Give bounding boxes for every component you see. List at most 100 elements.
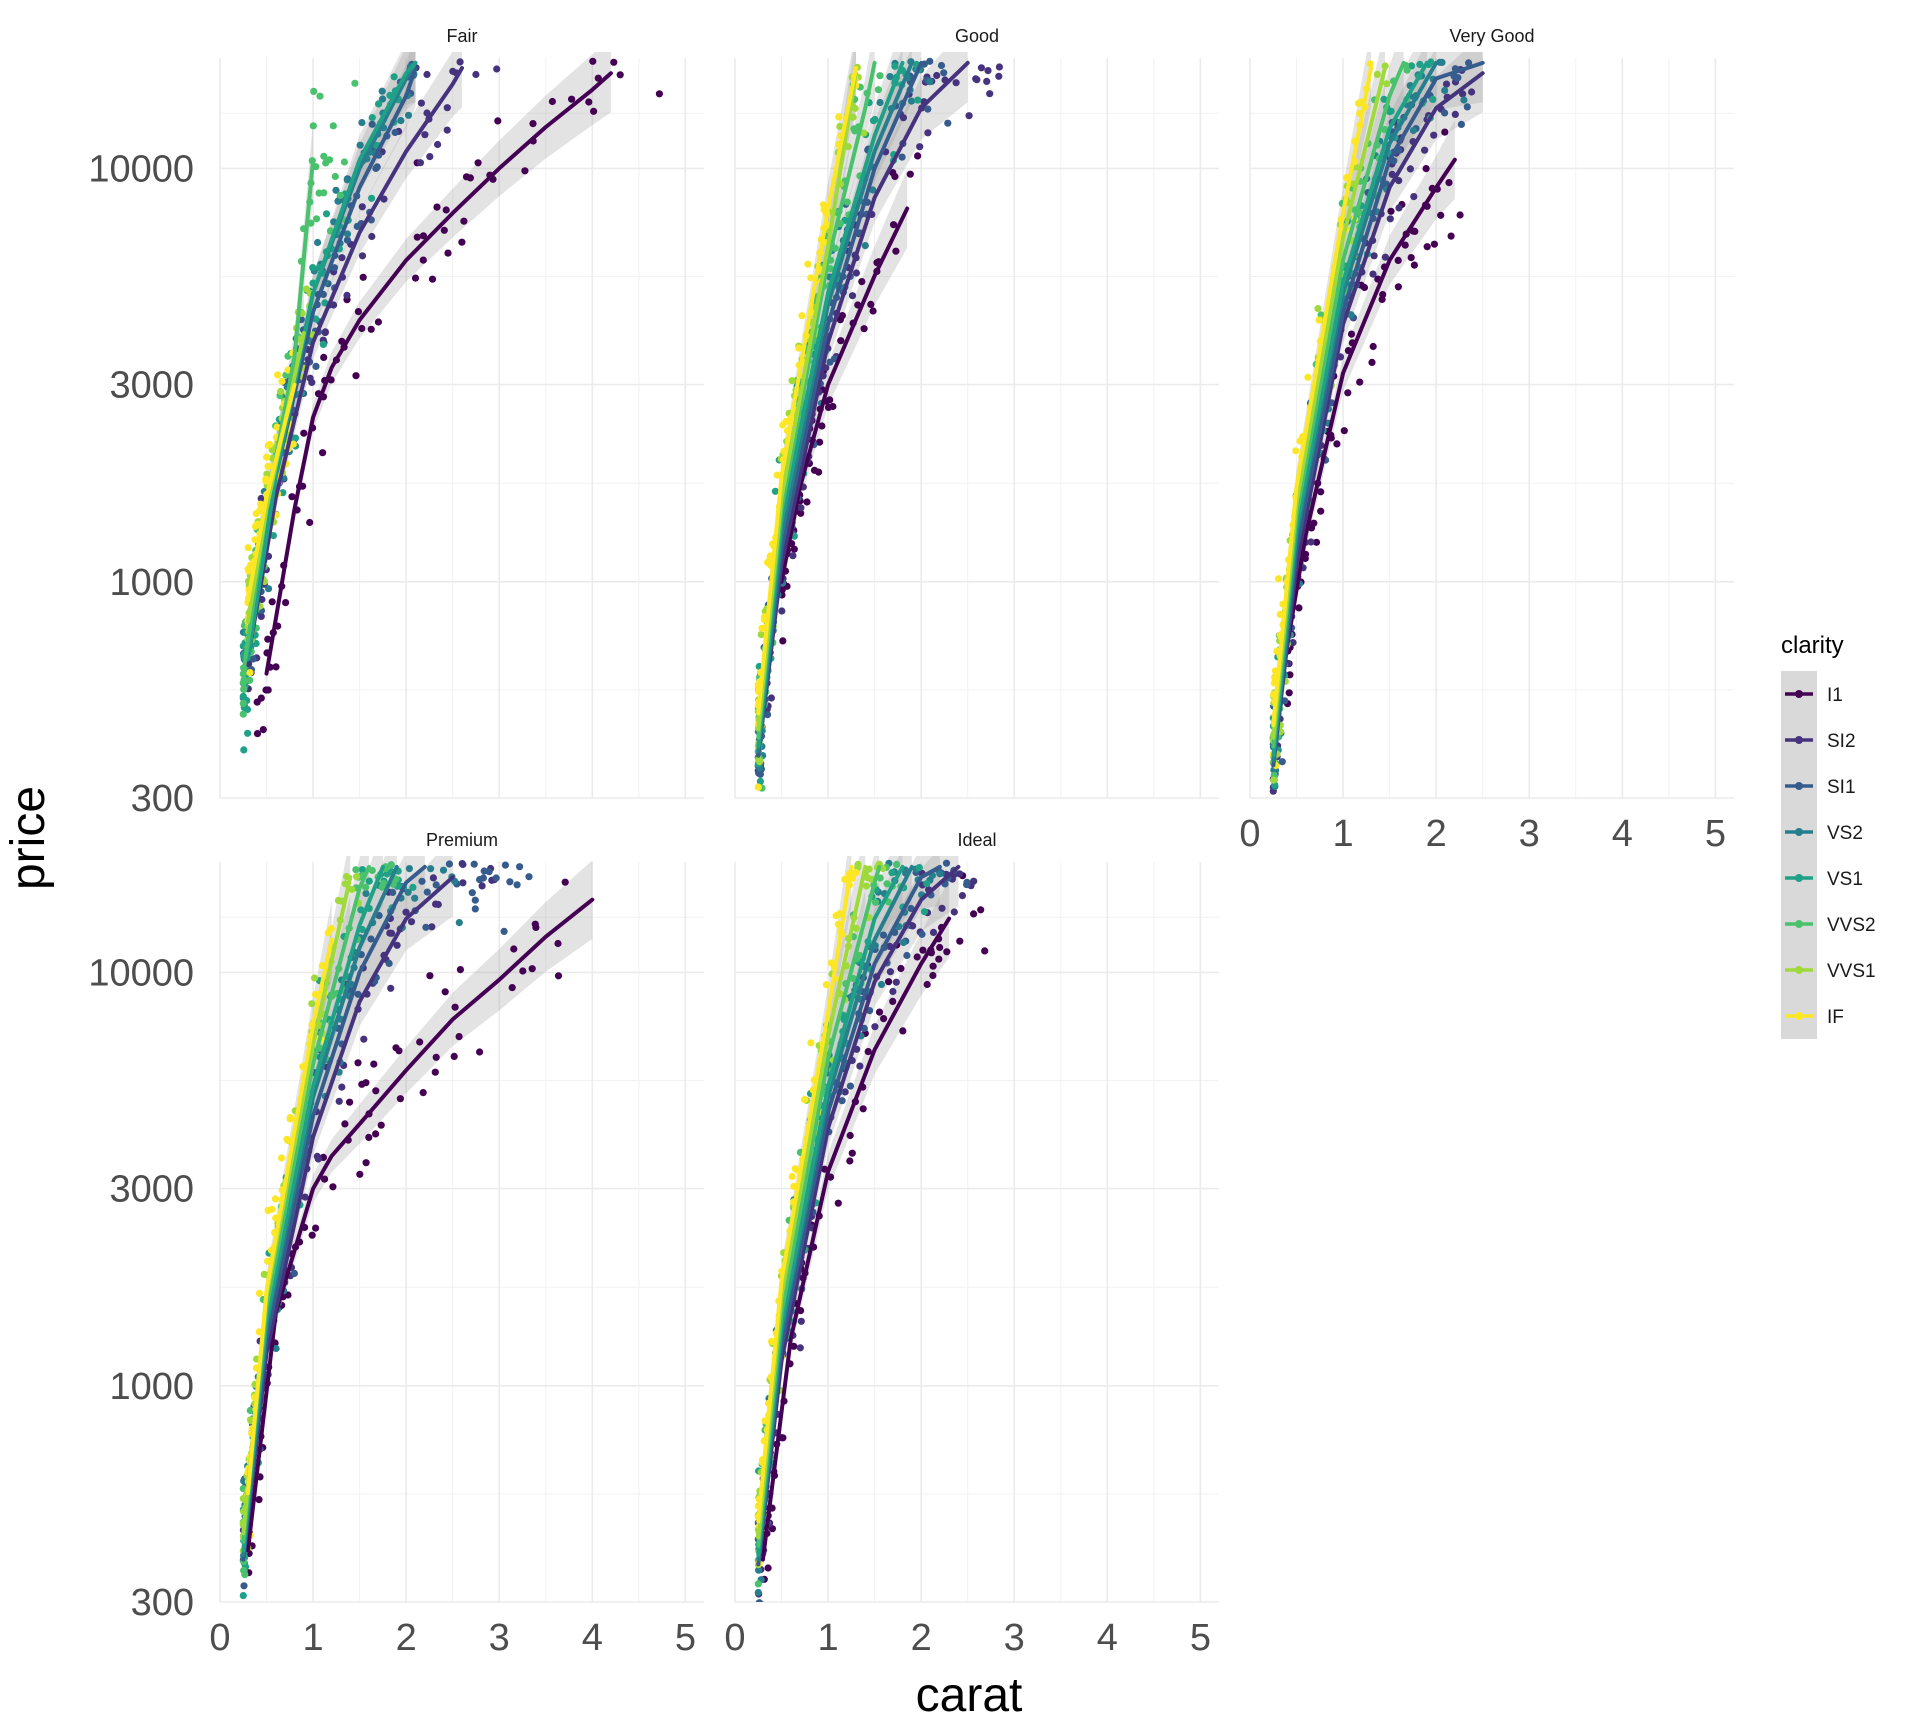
- data-point-i1: [818, 422, 826, 430]
- data-point-i1: [834, 1199, 842, 1207]
- data-point-si2: [387, 929, 396, 937]
- data-point-i1: [914, 152, 922, 160]
- data-point-i1: [444, 249, 452, 257]
- data-point-si2: [380, 195, 388, 203]
- data-point-i1: [257, 694, 265, 702]
- data-point-si2: [423, 70, 431, 79]
- data-point-si1: [924, 105, 932, 113]
- trend-line-if: [1271, 66, 1373, 728]
- data-point-i1: [320, 353, 328, 361]
- data-point-vs2: [272, 1344, 280, 1353]
- legend-item-if: IF: [1785, 1007, 1844, 1028]
- data-point-vs1: [871, 115, 879, 124]
- confidence-band-vvs2: [243, 856, 369, 1552]
- data-point-vs1: [239, 692, 247, 700]
- data-point-vvs2: [871, 898, 880, 906]
- x-tick-label: 3: [489, 1617, 510, 1659]
- data-point-if: [264, 441, 272, 449]
- data-point-vs1: [244, 729, 252, 737]
- data-point-si1: [471, 896, 479, 904]
- data-point-vs1: [375, 100, 383, 108]
- data-point-vvs2: [336, 191, 344, 199]
- data-point-vs2: [405, 865, 413, 873]
- data-point-vs2: [886, 73, 894, 81]
- y-axis-title: price: [2, 786, 55, 890]
- data-point-i1: [272, 663, 280, 671]
- x-tick-label: 0: [1239, 813, 1260, 855]
- data-point-si2: [986, 90, 994, 98]
- data-point-i1: [790, 545, 798, 553]
- data-point-i1: [450, 1052, 458, 1060]
- data-point-i1: [977, 906, 985, 914]
- data-point-if: [1274, 575, 1283, 583]
- data-point-vs1: [240, 746, 248, 754]
- data-point-i1: [1387, 207, 1395, 215]
- trend-line-if: [245, 937, 334, 1496]
- data-point-si2: [916, 143, 924, 151]
- data-point-i1: [1356, 378, 1364, 386]
- data-point-if: [277, 1154, 286, 1162]
- data-point-si2: [335, 1097, 343, 1105]
- legend-label: VVS2: [1827, 915, 1876, 936]
- data-point-si2: [443, 104, 451, 112]
- x-tick-label: 2: [911, 1617, 932, 1659]
- data-point-i1: [1285, 689, 1293, 697]
- data-point-i1: [655, 90, 664, 98]
- data-point-si2: [343, 291, 351, 299]
- data-point-vs1: [321, 299, 329, 307]
- data-point-i1: [419, 1089, 427, 1097]
- data-point-if: [273, 423, 281, 431]
- data-point-si1: [445, 860, 453, 868]
- data-point-si2: [1459, 90, 1467, 98]
- data-point-i1: [1344, 389, 1352, 397]
- data-point-si2: [1307, 538, 1315, 546]
- data-point-si2: [929, 928, 938, 937]
- legend: clarity I1 SI2 SI1 VS2 VS1 VVS2 VVS1 IF: [1781, 632, 1876, 1039]
- trend-line-vs1: [245, 60, 418, 662]
- data-point-si2: [973, 76, 981, 84]
- data-point-i1: [899, 1027, 907, 1035]
- data-point-si1: [1441, 109, 1449, 117]
- data-point-si2: [417, 99, 425, 107]
- data-point-si1: [373, 163, 381, 171]
- data-point-si2: [852, 269, 861, 277]
- data-point-i1: [616, 71, 624, 79]
- data-point-if: [807, 274, 815, 282]
- x-tick-label: 4: [1612, 813, 1633, 855]
- data-point-vs2: [876, 98, 884, 107]
- facet-strip-label: Ideal: [957, 830, 996, 850]
- data-point-vvs2: [326, 156, 334, 164]
- data-point-i1: [846, 1157, 854, 1165]
- data-point-vvs1: [849, 113, 857, 121]
- data-point-si1: [1463, 103, 1471, 111]
- data-point-si1: [470, 860, 478, 868]
- data-point-si2: [796, 1344, 804, 1352]
- legend-item-i1: I1: [1785, 685, 1843, 706]
- data-point-vs2: [877, 980, 886, 989]
- data-point-i1: [365, 1133, 373, 1141]
- data-point-i1: [936, 943, 944, 952]
- data-point-i1: [358, 1080, 366, 1088]
- data-point-i1: [610, 58, 618, 66]
- data-point-vs2: [936, 870, 944, 878]
- data-point-si2: [338, 254, 346, 262]
- data-point-si1: [926, 57, 934, 65]
- data-point-si1: [763, 711, 772, 719]
- data-point-i1: [1379, 291, 1387, 299]
- data-point-i1: [867, 300, 875, 308]
- data-point-if: [822, 981, 831, 989]
- legend-label: SI2: [1827, 731, 1856, 752]
- data-point-i1: [554, 972, 563, 980]
- x-tick-label: 4: [1097, 1617, 1118, 1659]
- data-point-i1: [929, 962, 937, 970]
- data-point-i1: [1411, 227, 1419, 235]
- data-point-vvs2: [246, 676, 254, 684]
- data-point-si2: [402, 908, 410, 916]
- data-point-si2: [421, 131, 429, 139]
- data-point-vs1: [239, 1592, 247, 1600]
- data-point-si1: [240, 1582, 248, 1590]
- legend-point: [1795, 920, 1803, 928]
- data-point-vvs2: [313, 215, 321, 223]
- data-point-if: [788, 1172, 796, 1181]
- legend-item-vs2: VS2: [1785, 823, 1863, 844]
